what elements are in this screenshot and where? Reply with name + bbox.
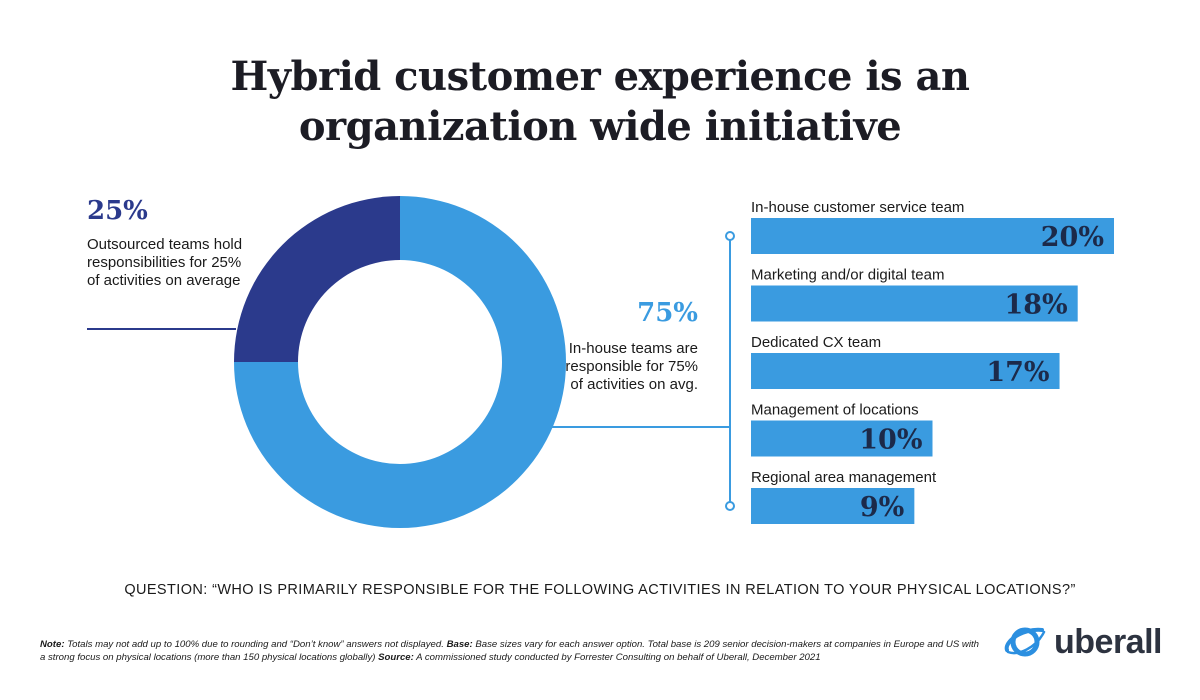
uberall-logo: uberall	[1004, 622, 1162, 662]
note-label: Note:	[40, 639, 65, 650]
outsourced-description: Outsourced teams hold responsibilities f…	[87, 236, 243, 289]
bar-value-label: 20%	[1041, 222, 1104, 253]
bar-value-label: 10%	[859, 425, 922, 456]
title-line-1: Hybrid customer experience is an	[230, 53, 970, 100]
donut-chart	[234, 196, 566, 528]
outsourced-percent: 25%	[87, 196, 148, 226]
bar-category-label: Management of locations	[751, 402, 919, 419]
source-label: Source:	[378, 652, 414, 663]
bar-category-label: Marketing and/or digital team	[751, 267, 944, 284]
base-text: Base sizes vary for each answer option. …	[40, 639, 979, 663]
bar-chart: In-house customer service team 20% Marketi…	[751, 199, 1114, 524]
connector-lines	[87, 231, 735, 511]
bar	[751, 285, 1078, 322]
bar-value-label: 9%	[860, 492, 904, 523]
bar-category-label: Regional area management	[751, 469, 937, 486]
donut-slice-outsourced-teams	[234, 196, 400, 362]
bar	[751, 353, 1060, 389]
footnote: Note: Totals may not add up to 100% due …	[40, 638, 980, 664]
bar-value-label: 18%	[1004, 290, 1067, 321]
bar-category-label: Dedicated CX team	[751, 334, 881, 351]
bar-value-label: 17%	[986, 357, 1049, 388]
source-text: A commissioned study conducted by Forres…	[416, 652, 821, 663]
bracket-dot-bottom	[725, 501, 735, 511]
planet-globe-icon	[1004, 627, 1046, 657]
page-title: Hybrid customer experience is an organiz…	[0, 52, 1200, 152]
outsourced-callout: 25% Outsourced teams hold responsibiliti…	[87, 196, 247, 290]
bar-category-label: In-house customer service team	[751, 199, 964, 216]
title-line-2: organization wide initiative	[298, 103, 902, 150]
donut-slice-in-house-teams	[234, 196, 566, 528]
inhouse-percent: 75%	[637, 298, 698, 328]
inhouse-description: In-house teams are responsible for 75% o…	[565, 340, 698, 393]
bar	[751, 420, 933, 457]
bar	[751, 218, 1114, 254]
logo-word: uberall	[1054, 622, 1162, 661]
note-text: Totals may not add up to 100% due to rou…	[67, 639, 444, 650]
bar	[751, 488, 915, 524]
survey-question: QUESTION: “WHO IS PRIMARILY RESPONSIBLE …	[124, 582, 1076, 598]
base-label: Base:	[446, 639, 473, 650]
bracket-dot-top	[725, 231, 735, 241]
inhouse-callout: 75% In-house teams are responsible for 7…	[560, 298, 698, 394]
